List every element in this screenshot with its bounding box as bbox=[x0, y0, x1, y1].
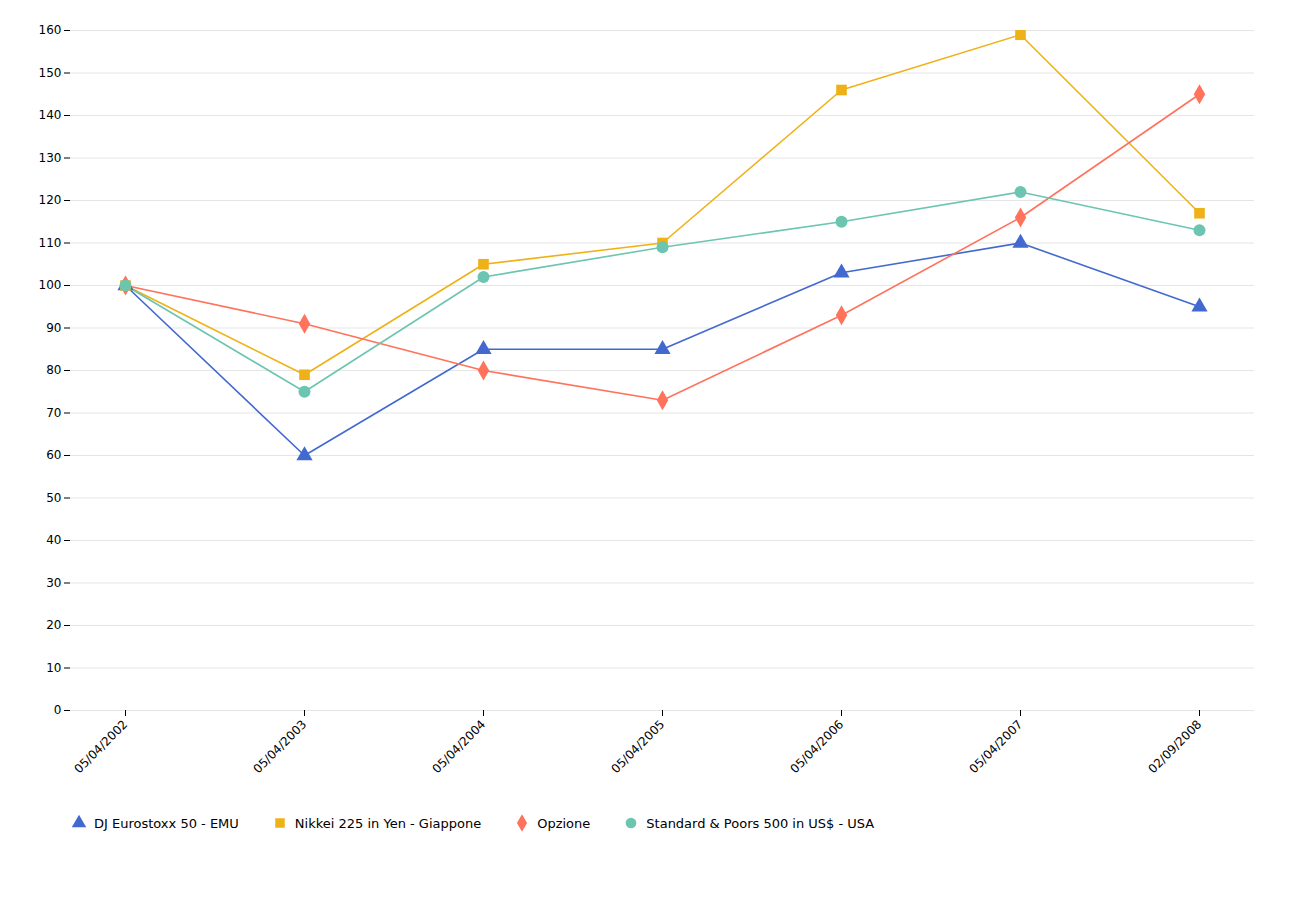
html-text:Opzione: Opzione bbox=[537, 815, 591, 831]
svg-text:160: 160 bbox=[39, 23, 62, 37]
svg-text:02/09/2008: 02/09/2008 bbox=[1146, 717, 1205, 776]
svg-text:110: 110 bbox=[39, 236, 62, 250]
svg-text:140: 140 bbox=[39, 108, 62, 122]
svg-text:05/04/2005: 05/04/2005 bbox=[609, 717, 668, 776]
svg-text:0: 0 bbox=[54, 703, 62, 717]
svg-text:50: 50 bbox=[46, 491, 61, 505]
svg-text:05/04/2007: 05/04/2007 bbox=[967, 717, 1026, 776]
svg-text:70: 70 bbox=[46, 406, 61, 420]
svg-text:80: 80 bbox=[46, 363, 61, 377]
svg-text:40: 40 bbox=[46, 533, 61, 547]
svg-text:130: 130 bbox=[39, 151, 62, 165]
svg-text:05/04/2003: 05/04/2003 bbox=[251, 717, 310, 776]
svg-text:30: 30 bbox=[46, 576, 61, 590]
svg-text:90: 90 bbox=[46, 321, 61, 335]
svg-text:05/04/2002: 05/04/2002 bbox=[72, 717, 131, 776]
html-text:Standard & Poors 500 in US$ -: Standard & Poors 500 in US$ - USA bbox=[646, 815, 875, 831]
svg-text:05/04/2004: 05/04/2004 bbox=[430, 717, 489, 776]
svg-text:05/04/2006: 05/04/2006 bbox=[788, 717, 847, 776]
svg-text:120: 120 bbox=[39, 193, 62, 207]
svg-text:10: 10 bbox=[46, 661, 61, 675]
svg-text:20: 20 bbox=[46, 618, 61, 632]
html-text:Nikkei 225 in Yen - Giappone: Nikkei 225 in Yen - Giappone bbox=[294, 815, 482, 831]
html-text:DJ Eurostoxx 50 - EMU: DJ Eurostoxx 50 - EMU bbox=[94, 815, 239, 831]
svg-text:60: 60 bbox=[46, 448, 61, 462]
svg-text:100: 100 bbox=[39, 278, 62, 292]
svg-text:150: 150 bbox=[39, 66, 62, 80]
